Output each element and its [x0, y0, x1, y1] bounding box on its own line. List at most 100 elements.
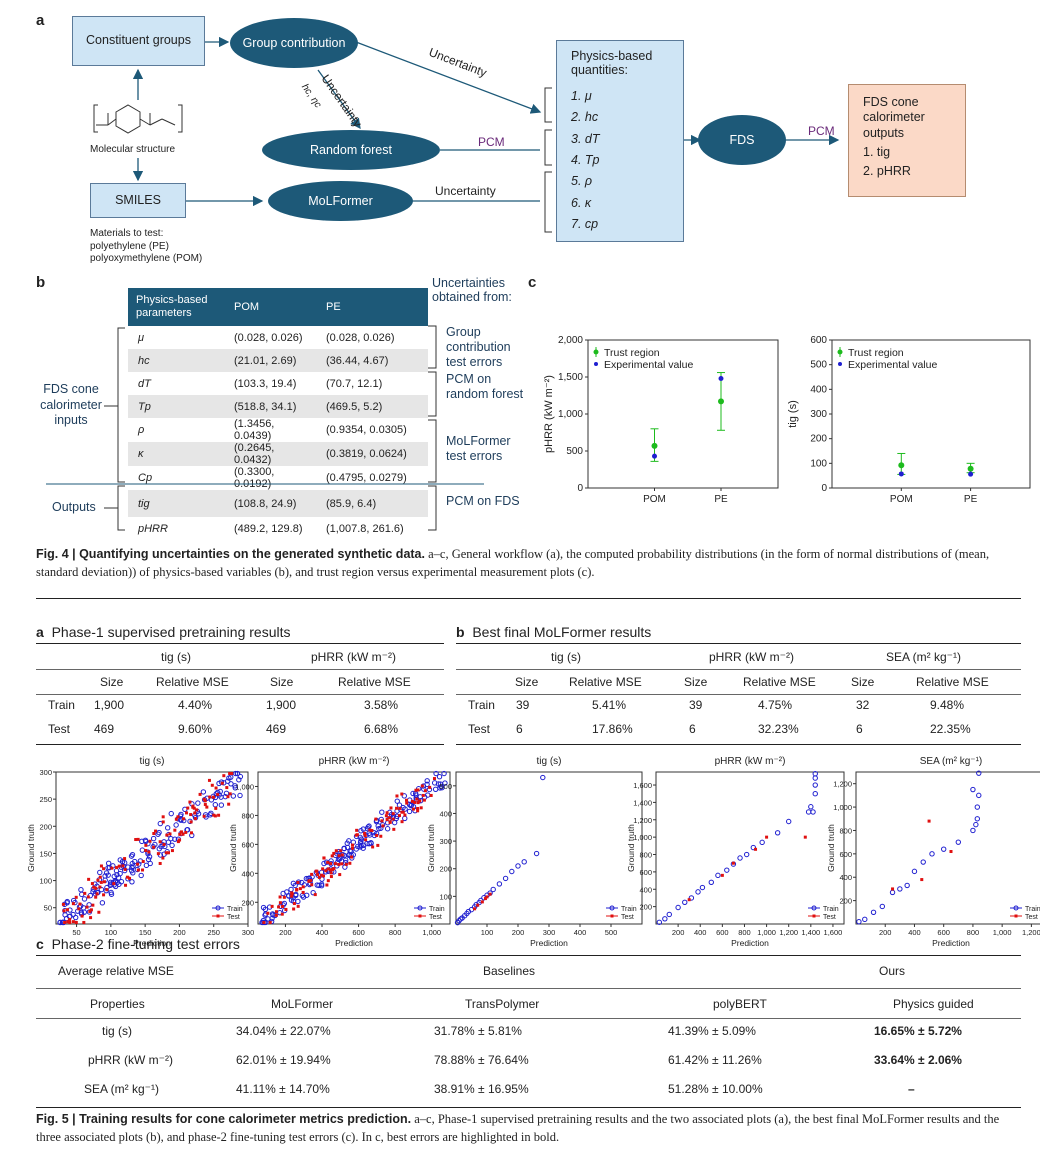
test-point: [329, 871, 333, 875]
test-point: [189, 820, 193, 824]
train-point: [117, 857, 123, 863]
scatter-plot: SEA (m² kg⁻¹) 200 400 600 800 1,000 1,200 200 40…: [826, 754, 1040, 950]
test-point: [71, 920, 75, 924]
test-point: [416, 801, 420, 805]
train-point: [319, 876, 325, 882]
train-point: [290, 895, 296, 901]
train-point: [195, 800, 201, 806]
x-tick-label: 200: [672, 928, 685, 937]
train-point: [976, 770, 982, 776]
row-label: Train: [48, 698, 75, 712]
test-point: [387, 816, 391, 820]
test-point: [329, 862, 333, 866]
test-point: [392, 827, 396, 831]
row-label: pHRR (kW m⁻²): [88, 1053, 173, 1067]
train-point: [911, 868, 918, 875]
y-tick-label: 2,000: [558, 335, 583, 346]
test-point: [178, 838, 182, 842]
x-tick-label: 500: [605, 928, 618, 937]
trust-region-chart: 0 100 200 300 400 500 600 POM PE tig (s) Trust reg…: [787, 335, 1031, 505]
test-point: [178, 832, 182, 836]
test-point: [266, 911, 270, 915]
train-point: [897, 886, 903, 892]
param-value: (0.3819, 0.0624): [326, 448, 407, 460]
physics-item: 1. μ: [571, 88, 592, 103]
x-tick-label: POM: [890, 494, 913, 505]
x-tick-label: POM: [643, 494, 666, 505]
test-point: [371, 845, 375, 849]
test-point: [301, 885, 305, 889]
y-tick-label: 1,000: [558, 409, 583, 420]
test-point: [228, 792, 232, 796]
train-point: [976, 792, 982, 799]
param-value: (469.5, 5.2): [326, 400, 383, 413]
test-point: [687, 898, 691, 902]
test-point: [317, 875, 321, 879]
y-tick-label: 200: [810, 434, 827, 445]
test-point: [193, 817, 197, 821]
col-header: Relative MSE: [156, 675, 229, 689]
train-point: [442, 780, 448, 786]
test-point: [949, 850, 953, 854]
panel-label-a: a: [36, 12, 45, 29]
test-point: [123, 857, 127, 861]
x-tick-label: 150: [139, 928, 152, 937]
physics-title: Physics-based quantities:: [571, 49, 653, 78]
param-value: (0.4795, 0.0279): [326, 472, 407, 484]
table-cell: 22.35%: [930, 722, 971, 736]
test-point: [110, 866, 114, 870]
table-cell: 41.39% ± 5.09%: [668, 1024, 756, 1038]
test-point: [370, 829, 374, 833]
table-cell: 51.28% ± 10.00%: [668, 1082, 763, 1096]
x-tick-label: 600: [352, 928, 365, 937]
y-tick-label: 600: [639, 868, 652, 877]
test-point: [63, 920, 67, 924]
param-name: dT: [138, 377, 151, 390]
y-tick-label: 800: [639, 851, 652, 860]
x-tick-label: 200: [279, 928, 292, 937]
param-value: (85.9, 6.4): [326, 497, 377, 510]
train-point: [357, 834, 363, 841]
materials-to-test: Materials to test: polyethylene (PE) pol…: [90, 228, 202, 266]
test-point: [208, 795, 212, 799]
test-point: [74, 920, 78, 924]
x-tick-label: 800: [389, 928, 402, 937]
y-tick-label: 400: [839, 873, 852, 882]
test-point: [189, 831, 193, 835]
x-tick-label: 50: [72, 928, 80, 937]
test-point: [397, 814, 401, 818]
y-tick-label: 200: [39, 822, 52, 831]
train-point: [774, 830, 781, 836]
table-cell: 17.86%: [592, 722, 633, 736]
train-point: [156, 846, 162, 852]
test-point: [82, 920, 86, 924]
test-point: [202, 814, 206, 818]
experimental-point: [718, 375, 724, 381]
trust-plot-tig: 0 100 200 300 400 500 600 POM PE tig (s) Trust reg…: [782, 330, 1032, 510]
test-point: [144, 843, 148, 847]
x-tick-label: 200: [512, 928, 525, 937]
test-point: [212, 795, 216, 799]
table-cell: 39: [689, 698, 703, 712]
test-point: [154, 829, 158, 833]
x-tick-label: 250: [207, 928, 220, 937]
train-point: [102, 873, 108, 879]
x-tick-label: 600: [937, 928, 950, 937]
smiles-box: SMILES: [90, 183, 186, 218]
param-value: (103.3, 19.4): [234, 377, 297, 390]
train-point: [146, 854, 153, 860]
x-axis-label: Prediction: [932, 938, 970, 948]
test-point: [174, 817, 178, 821]
test-point: [278, 901, 282, 905]
test-point: [891, 887, 895, 891]
test-point: [62, 909, 66, 913]
trust-mean-point: [651, 442, 658, 449]
test-point: [400, 792, 404, 796]
trust-region-chart: 0 500 1,000 1,500 2,000 POM PE pHRR (kW m⁻²) Tru…: [543, 335, 779, 505]
test-point: [350, 846, 354, 850]
test-point: [92, 885, 96, 889]
test-point: [292, 902, 296, 906]
param-value: (1.3456, 0.0439): [234, 418, 275, 442]
train-point: [974, 804, 981, 810]
train-point: [724, 867, 730, 873]
